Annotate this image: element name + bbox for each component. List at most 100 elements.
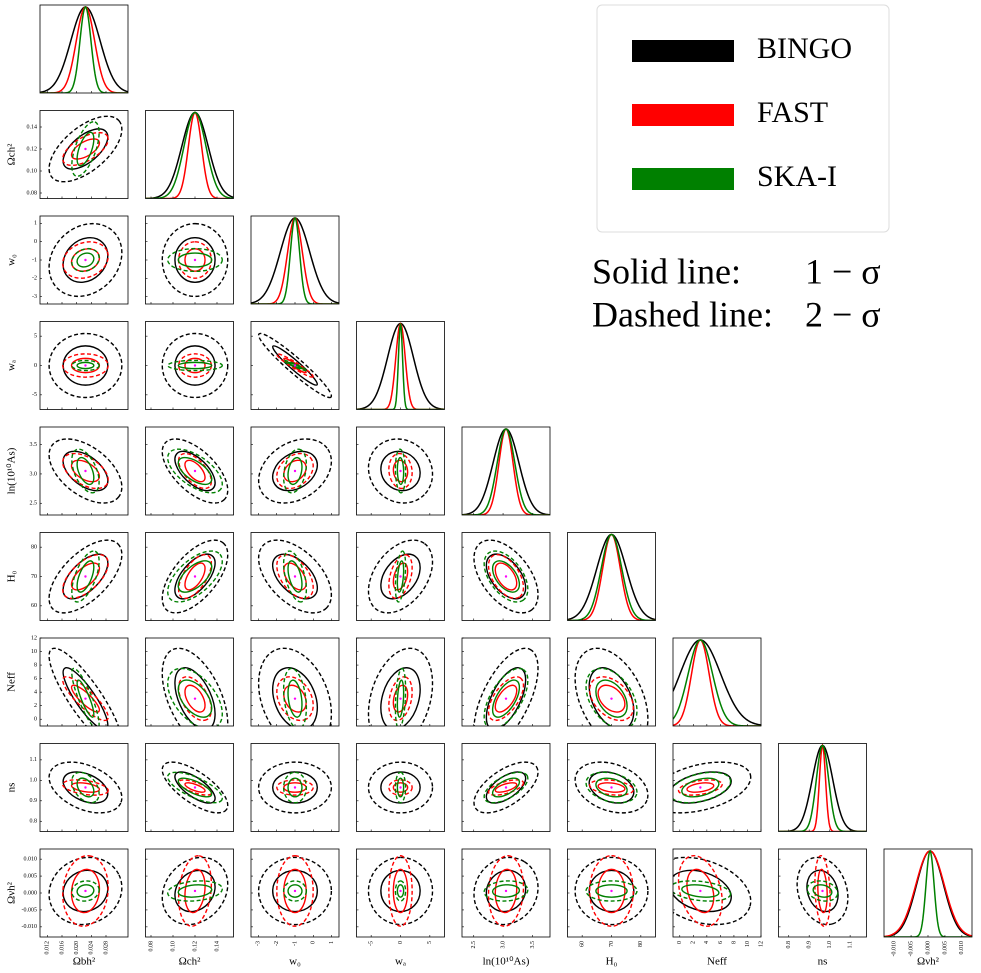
contour [71,359,100,372]
y-tick-label: 0.10 [27,168,38,174]
panel [48,115,123,183]
x-tick-label: 70 [609,941,615,947]
contour [71,448,100,494]
panel [778,743,867,832]
contour [283,562,307,591]
contour [48,539,123,614]
contour [388,779,413,796]
marginal-curve [884,850,972,937]
panel [48,222,123,298]
x-tick-label: 0.024 [89,941,95,955]
contour [392,562,409,591]
contour [257,761,333,814]
marginal-curve [778,743,867,832]
contour [282,880,308,902]
panel-frame [672,637,762,727]
contour [396,456,405,486]
contour [174,345,216,386]
contour [71,121,100,177]
contour [70,562,101,591]
panel-frame [39,848,129,938]
y-tick-label: -3 [32,294,37,300]
panel-frame [461,426,551,516]
panel [48,332,123,399]
marginal-curve [778,744,867,832]
x-tick-label: 6 [718,941,724,944]
x-tick-label: 0.14 [214,941,220,952]
fiducial [399,575,402,578]
contour [174,771,216,804]
contour [177,456,213,486]
y-axis-label: w₀ [6,254,18,266]
panel-frame [778,848,867,938]
x-tick-label: 4 [704,941,710,944]
panel [367,761,434,814]
contour [62,676,109,722]
marginal-curve [778,744,867,832]
y-tick-label: 0.08 [27,190,38,196]
panel-frame [39,426,129,516]
panel [161,222,229,298]
contour [71,247,100,273]
panel [574,761,649,814]
contour [184,357,206,374]
contour [161,761,229,814]
contour [396,560,405,593]
contour [283,357,307,374]
contour [161,856,229,926]
contour [392,459,409,483]
x-tick-label: -2 [274,941,280,946]
x-tick-label: 0.10 [170,941,176,952]
panel-frame [39,4,129,94]
contour [494,782,518,793]
solid-label: Solid line: [592,251,741,291]
fiducial [610,889,613,893]
marginal-curve [673,639,761,726]
contour [287,777,303,798]
contour [380,667,421,726]
contour [686,782,715,793]
contour [396,777,405,798]
panel-frame [250,215,340,305]
x-tick-label: 1 [329,941,335,944]
contour [287,884,303,898]
contour [396,679,405,718]
contour [588,676,635,722]
panel-frame [778,743,867,832]
panel [367,855,434,927]
y-axis-label: Ωνh² [6,881,18,904]
contour [673,869,732,913]
panel-frame [567,848,656,938]
fiducial [84,697,87,700]
x-tick-label: 10 [745,941,751,947]
fiducial [193,889,197,893]
marginal-curve [40,6,128,93]
contour [257,332,333,399]
panel [145,111,234,199]
marginal-curve [567,533,656,621]
panel-frame [461,637,551,727]
fiducial [504,697,508,700]
legend-swatch [632,104,734,126]
contour [487,676,525,722]
panel-frame [461,743,551,832]
panel-frame [461,848,551,938]
contour [62,450,109,492]
contour [380,553,421,600]
y-tick-label: 1 [34,221,37,227]
y-tick-label: -1 [32,257,37,263]
fiducial [84,364,87,367]
contour [367,856,434,926]
contour [71,771,100,804]
contour [394,448,407,494]
x-tick-label: 1.1 [848,941,854,949]
contour [62,131,109,167]
contour [272,553,318,600]
contour [167,667,223,726]
fiducial [293,575,297,578]
x-tick-label: 60 [580,941,586,947]
panel [567,533,656,621]
contour [62,779,109,796]
contour [282,771,308,804]
contour [174,237,216,283]
